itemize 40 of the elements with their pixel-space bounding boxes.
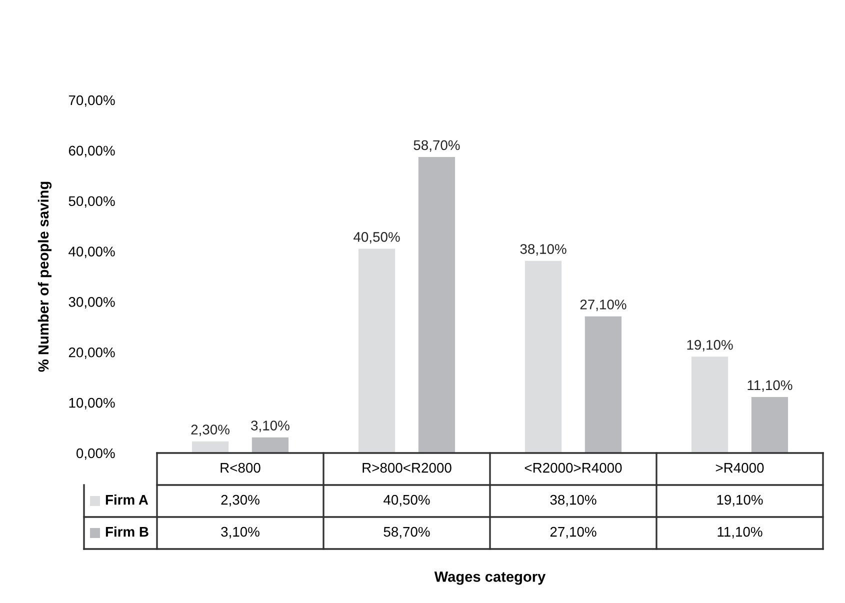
bar xyxy=(751,397,788,453)
y-tick-label: 50,00% xyxy=(68,196,115,208)
y-tick-label: 40,00% xyxy=(68,246,115,258)
text: 40,50% xyxy=(354,232,400,244)
x-tick-label: >R4000 xyxy=(716,462,764,473)
y-tick-label: 60,00% xyxy=(68,146,115,158)
text: 19,10% xyxy=(687,340,733,352)
bar xyxy=(691,356,728,453)
data-label: 19,10% xyxy=(717,494,763,506)
data-label: 40,50% xyxy=(384,494,430,506)
data-label: 11,10% xyxy=(718,526,762,538)
legend-label: Firm A xyxy=(106,494,148,505)
data-label: 38,10% xyxy=(550,494,596,506)
bar xyxy=(584,316,622,453)
text: Wages category xyxy=(434,572,546,585)
y-tick-label: 10,00% xyxy=(69,398,115,410)
x-tick-label: <R2000>R4000 xyxy=(524,462,622,473)
data-label: 3,10% xyxy=(221,526,260,538)
bar xyxy=(524,260,562,453)
y-axis-title: % Number of people saving xyxy=(38,182,52,372)
bar xyxy=(192,441,229,453)
legend-label: Firm B xyxy=(106,526,148,537)
y-tick-label: 20,00% xyxy=(68,347,115,359)
x-tick-label: R<800 xyxy=(220,462,260,473)
text: 27,10% xyxy=(580,300,626,312)
y-tick-label: 70,00% xyxy=(68,95,115,107)
data-label: 27,10% xyxy=(550,526,596,538)
text: 11,10% xyxy=(748,380,792,392)
text: 3,10% xyxy=(251,420,290,432)
bar xyxy=(252,437,289,453)
text: 38,10% xyxy=(520,244,566,256)
data-label: 2,30% xyxy=(221,494,260,506)
bar xyxy=(358,248,396,453)
data-label: 58,70% xyxy=(384,526,430,538)
text: 58,70% xyxy=(414,140,460,152)
bar xyxy=(418,156,456,453)
y-tick-label: 30,00% xyxy=(68,297,115,309)
x-tick-label: R>800<R2000 xyxy=(362,462,452,473)
text: 2,30% xyxy=(191,424,230,436)
y-tick-label: 0,00% xyxy=(76,448,115,460)
